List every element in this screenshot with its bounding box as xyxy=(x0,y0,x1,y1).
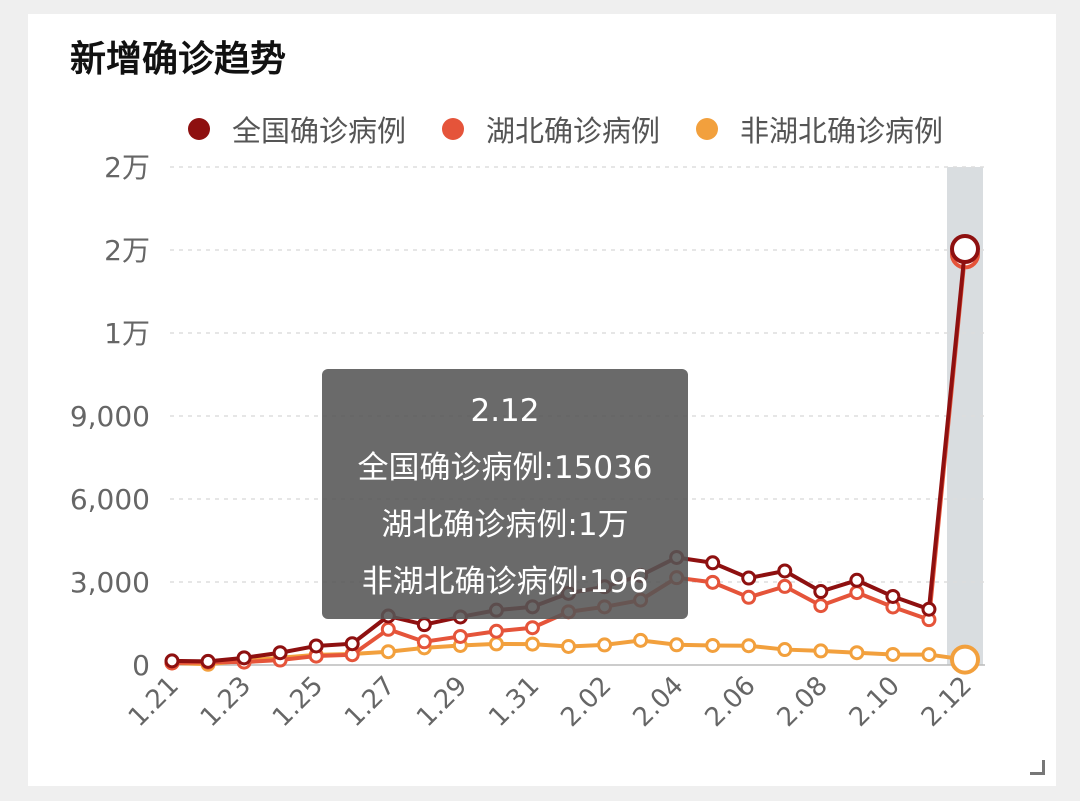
data-point xyxy=(921,601,937,617)
data-point xyxy=(741,589,757,605)
data-point xyxy=(488,623,504,639)
data-point xyxy=(597,637,613,653)
data-point xyxy=(308,638,324,654)
legend-dot-icon xyxy=(696,118,719,140)
resize-handle-icon[interactable] xyxy=(1030,760,1045,775)
data-point xyxy=(344,636,360,652)
tooltip: 2.12 全国确诊病例:15036 湖北确诊病例:1万 非湖北确诊病例:196 xyxy=(322,369,688,619)
data-point xyxy=(741,638,757,654)
x-tick-label: 1.23 xyxy=(195,671,257,733)
data-point xyxy=(669,637,685,653)
data-point xyxy=(524,620,540,636)
data-point xyxy=(488,636,504,652)
legend-item-non-hubei[interactable]: 非湖北确诊病例 xyxy=(696,108,943,150)
data-point xyxy=(705,574,721,590)
y-tick-label: 6,000 xyxy=(70,483,150,516)
data-point xyxy=(921,647,937,663)
data-point xyxy=(524,636,540,652)
y-tick-label: 2万 xyxy=(104,234,150,267)
data-point xyxy=(885,588,901,604)
tooltip-line: 湖北确诊病例:1万 xyxy=(381,507,629,543)
x-tick-label: 2.12 xyxy=(916,671,978,733)
y-tick-label: 3,000 xyxy=(70,566,150,599)
legend-dot-icon xyxy=(442,118,465,140)
data-point xyxy=(885,646,901,662)
data-point xyxy=(777,563,793,579)
data-point xyxy=(380,644,396,660)
data-point xyxy=(777,578,793,594)
data-point xyxy=(849,645,865,661)
legend-item-national[interactable]: 全国确诊病例 xyxy=(188,108,406,150)
tooltip-line: 非湖北确诊病例:196 xyxy=(361,564,649,600)
data-point xyxy=(950,234,980,265)
y-tick-label: 2万 xyxy=(104,151,150,184)
data-point xyxy=(416,617,432,633)
data-point xyxy=(777,642,793,658)
data-point xyxy=(849,572,865,588)
y-tick-label: 9,000 xyxy=(70,400,150,433)
data-point xyxy=(813,643,829,659)
data-point xyxy=(633,632,649,648)
x-tick-label: 1.27 xyxy=(339,671,401,733)
legend-label: 全国确诊病例 xyxy=(232,114,407,148)
legend-item-hubei[interactable]: 湖北确诊病例 xyxy=(442,108,660,150)
data-point xyxy=(950,644,980,675)
x-tick-label: 2.08 xyxy=(772,671,834,733)
data-point xyxy=(705,637,721,653)
tooltip-line: 全国确诊病例:15036 xyxy=(357,450,653,486)
x-tick-label: 1.25 xyxy=(267,671,329,733)
y-tick-label: 1万 xyxy=(104,317,150,350)
data-point xyxy=(741,570,757,586)
x-tick-label: 1.29 xyxy=(411,671,473,733)
y-tick-label: 0 xyxy=(132,649,150,682)
data-point xyxy=(561,638,576,654)
data-point xyxy=(849,585,865,601)
tooltip-title: 2.12 xyxy=(470,393,540,429)
x-tick-label: 2.10 xyxy=(844,671,906,733)
data-point xyxy=(813,598,829,614)
data-point xyxy=(272,645,288,661)
data-point xyxy=(164,653,180,669)
legend-label: 非湖北确诊病例 xyxy=(740,114,944,148)
data-point xyxy=(452,628,468,644)
legend: 全国确诊病例 湖北确诊病例 非湖北确诊病例 xyxy=(188,108,943,150)
data-point xyxy=(236,650,252,666)
data-point xyxy=(416,634,432,650)
legend-label: 湖北确诊病例 xyxy=(486,114,661,148)
x-tick-label: 1.31 xyxy=(483,671,545,733)
x-tick-label: 2.06 xyxy=(700,671,762,733)
data-point xyxy=(813,584,829,600)
chart-title: 新增确诊趋势 xyxy=(70,39,287,80)
data-point xyxy=(200,653,216,669)
legend-dot-icon xyxy=(188,118,210,140)
x-tick-label: 2.02 xyxy=(555,671,617,733)
x-tick-label: 2.04 xyxy=(627,671,689,733)
data-point xyxy=(380,621,396,637)
data-point xyxy=(705,555,721,571)
